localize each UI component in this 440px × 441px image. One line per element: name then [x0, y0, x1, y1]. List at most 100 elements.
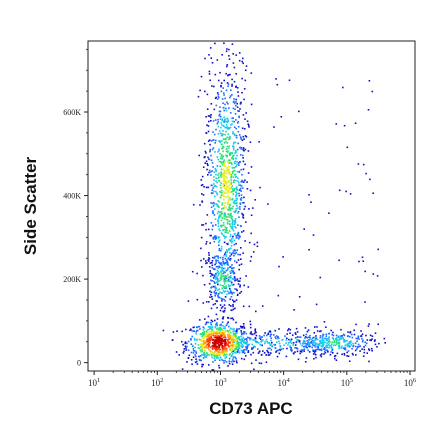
- data-point: [240, 185, 243, 187]
- data-point: [238, 350, 240, 353]
- data-point: [213, 214, 216, 216]
- data-point: [229, 152, 232, 154]
- data-point: [315, 337, 318, 339]
- data-point: [243, 338, 246, 341]
- data-point: [224, 276, 226, 279]
- data-point: [209, 350, 212, 352]
- data-point: [215, 293, 218, 295]
- data-point: [360, 330, 362, 332]
- data-point: [308, 194, 310, 196]
- data-point: [248, 241, 251, 244]
- data-point: [215, 237, 217, 239]
- data-point: [384, 342, 386, 344]
- data-point: [235, 209, 237, 212]
- data-point: [201, 224, 203, 226]
- data-point: [334, 354, 337, 357]
- data-point: [240, 335, 242, 338]
- data-point: [233, 174, 236, 176]
- data-point: [205, 228, 207, 231]
- data-point: [213, 268, 215, 270]
- data-point: [217, 270, 220, 273]
- data-point: [232, 270, 235, 273]
- data-point: [233, 202, 236, 205]
- data-point: [244, 341, 247, 344]
- data-point: [200, 346, 202, 348]
- data-point: [259, 343, 262, 346]
- data-point: [187, 340, 190, 343]
- data-point: [228, 346, 230, 348]
- data-point: [243, 98, 245, 101]
- data-point: [181, 330, 183, 333]
- data-point: [213, 183, 215, 185]
- data-point: [246, 120, 249, 122]
- data-point: [232, 267, 234, 270]
- data-point: [231, 269, 233, 272]
- data-point: [218, 364, 220, 367]
- data-point: [209, 47, 212, 49]
- data-point: [225, 192, 228, 194]
- data-point: [225, 231, 227, 234]
- data-point: [309, 337, 311, 339]
- data-point: [233, 276, 236, 278]
- data-point: [229, 137, 231, 139]
- data-point: [215, 352, 218, 355]
- data-point: [219, 106, 221, 108]
- data-point: [215, 128, 217, 131]
- data-point: [222, 336, 225, 339]
- data-point: [226, 338, 228, 341]
- data-point: [245, 337, 248, 340]
- data-point: [242, 252, 244, 254]
- data-point: [371, 335, 374, 337]
- data-point: [231, 225, 234, 228]
- data-point: [222, 102, 224, 104]
- data-point: [225, 255, 228, 258]
- data-point: [232, 201, 235, 204]
- data-point: [275, 78, 277, 80]
- data-point: [323, 353, 325, 355]
- data-point: [230, 198, 232, 201]
- data-point: [271, 344, 273, 347]
- data-point: [204, 318, 206, 320]
- data-point: [221, 147, 223, 150]
- data-point: [269, 333, 272, 336]
- data-point: [227, 162, 229, 164]
- data-point: [324, 341, 326, 344]
- data-point: [226, 121, 228, 123]
- data-point: [310, 338, 313, 341]
- data-point: [269, 347, 271, 350]
- data-point: [363, 346, 365, 348]
- data-point: [190, 339, 192, 341]
- data-point: [239, 208, 241, 210]
- data-point: [254, 328, 257, 330]
- data-point: [218, 180, 221, 183]
- data-point: [231, 163, 233, 166]
- data-point: [205, 152, 207, 154]
- data-point: [225, 72, 227, 75]
- data-point: [219, 339, 222, 341]
- data-point: [197, 344, 200, 346]
- data-point: [233, 233, 236, 235]
- data-point: [212, 212, 214, 214]
- data-point: [362, 339, 364, 342]
- data-point: [239, 198, 242, 200]
- data-point: [223, 235, 225, 238]
- data-point: [226, 181, 228, 183]
- data-point: [217, 335, 220, 337]
- data-point: [207, 321, 209, 324]
- data-point: [307, 349, 309, 352]
- data-point: [208, 337, 210, 340]
- data-point: [217, 343, 220, 346]
- data-point: [247, 150, 250, 152]
- data-point: [249, 141, 252, 143]
- data-point: [237, 224, 239, 226]
- data-point: [223, 264, 226, 266]
- data-point: [236, 289, 238, 292]
- data-point: [210, 234, 212, 237]
- data-point: [224, 182, 227, 185]
- data-point: [319, 354, 322, 356]
- data-point: [237, 125, 240, 128]
- data-point: [221, 340, 223, 343]
- data-point: [206, 329, 208, 332]
- data-point: [219, 229, 221, 232]
- data-point: [227, 344, 229, 346]
